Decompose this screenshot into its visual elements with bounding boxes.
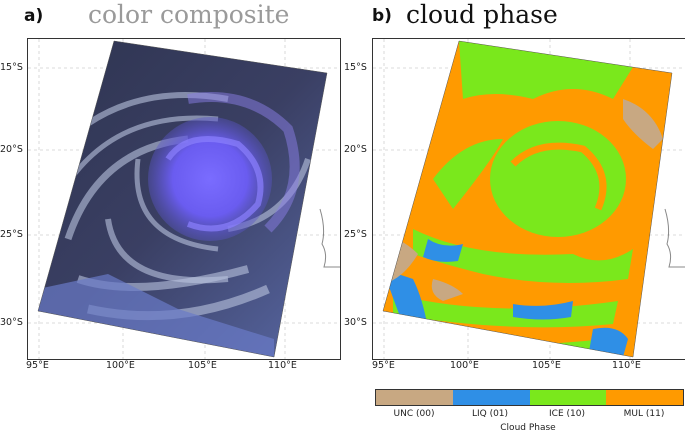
panel-b-map-svg — [373, 39, 685, 359]
panel-a-map — [27, 38, 341, 360]
colorbar-swatch-unc — [376, 390, 453, 405]
panel-b-lat-label: 25°S — [344, 229, 367, 240]
colorbar-label: MUL (11) — [623, 409, 665, 419]
panel-a-lat-label: 15°S — [0, 62, 23, 73]
colorbar-swatch-ice — [529, 390, 607, 405]
colorbar-label: UNC (00) — [393, 409, 435, 419]
colorbar-label: ICE (10) — [549, 409, 585, 419]
panel-b-coastline — [664, 208, 685, 268]
panel-a-lat-label: 20°S — [0, 144, 23, 155]
panel-a-lat-label: 30°S — [0, 317, 23, 328]
panel-b-lon-label: 100°E — [450, 360, 479, 371]
colorbar-swatch-liq — [452, 390, 530, 405]
panel-b-lat-label: 15°S — [344, 62, 367, 73]
panel-b-letter: b) — [372, 6, 392, 26]
panel-b-map — [372, 38, 685, 360]
colorbar-swatch-mul — [606, 390, 683, 405]
panel-a-imagery — [38, 41, 327, 357]
panel-b-lat-label: 20°S — [344, 144, 367, 155]
panel-a-coastline — [319, 208, 340, 268]
panel-b-lon-label: 110°E — [612, 360, 641, 371]
panel-b-lon-label: 105°E — [532, 360, 561, 371]
colorbar-title: Cloud Phase — [500, 423, 556, 433]
phase-colorbar — [375, 389, 684, 406]
panel-a-title: color composite — [88, 0, 290, 29]
panel-b-title: cloud phase — [406, 0, 558, 29]
panel-b-lon-label: 95°E — [372, 360, 395, 371]
panel-b-lat-label: 30°S — [344, 317, 367, 328]
panel-a-letter: a) — [24, 6, 44, 26]
panel-a-lon-label: 100°E — [106, 360, 135, 371]
panel-a-map-svg — [28, 39, 340, 359]
panel-a-lon-label: 110°E — [268, 360, 297, 371]
colorbar-label: LIQ (01) — [471, 409, 509, 419]
panel-b-phase-field — [383, 41, 672, 357]
panel-a-lon-label: 95°E — [26, 360, 49, 371]
panel-a-lon-label: 105°E — [188, 360, 217, 371]
panel-a-lat-label: 25°S — [0, 229, 23, 240]
